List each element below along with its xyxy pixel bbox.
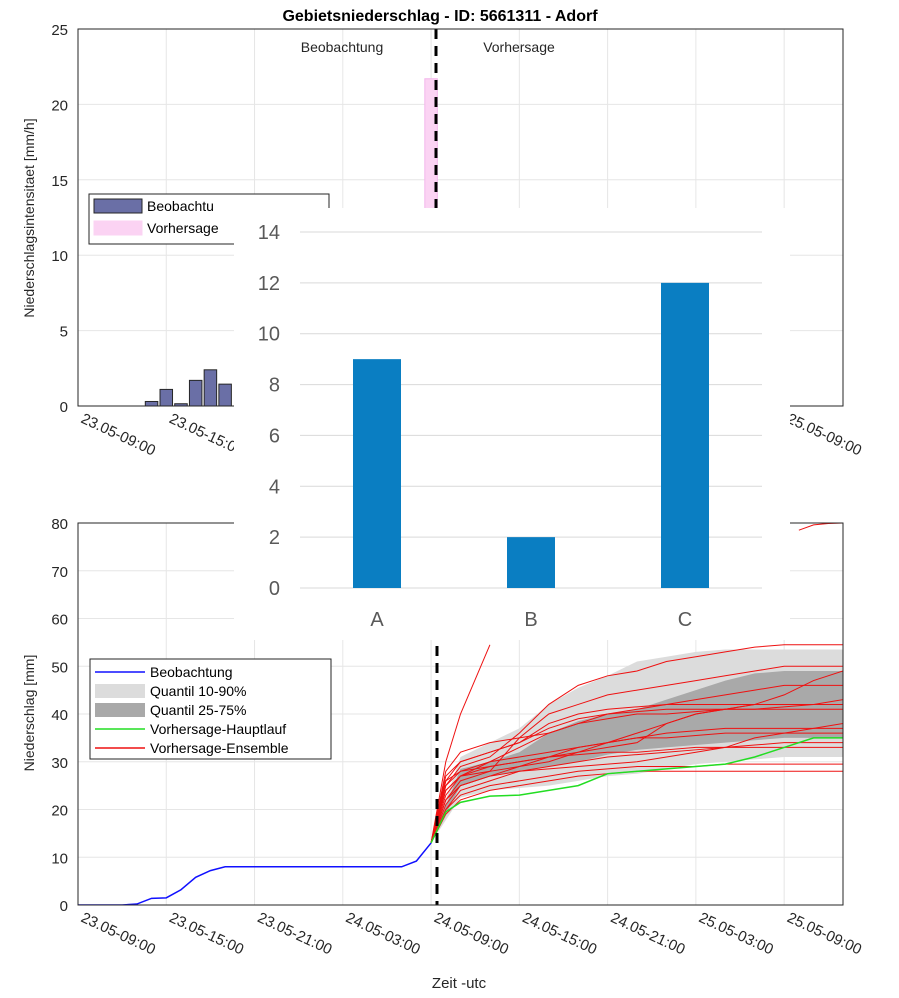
ensemble-member-line	[430, 763, 843, 844]
top-legend-swatch-forecast	[93, 220, 143, 236]
top-ytick-label: 25	[51, 22, 68, 39]
inset-ytick-label: 4	[269, 476, 280, 498]
top-ytick-label: 20	[51, 97, 68, 114]
bottom-ylabel: Niederschlag [mm]	[21, 655, 37, 772]
legend-label: Vorhersage-Ensemble	[150, 740, 289, 756]
bottom-ytick-label: 70	[51, 564, 68, 581]
inset-ytick-label: 12	[258, 273, 280, 295]
region-label-beobachtung: Beobachtung	[301, 39, 384, 55]
inset-category-label: C	[678, 609, 692, 631]
bottom-ytick-label: 10	[51, 850, 68, 867]
bottom-xtick-label: 24.05-09:00	[431, 909, 511, 958]
quantile-25-75-band	[431, 671, 843, 843]
bottom-ytick-label: 20	[51, 803, 68, 820]
legend-label: Vorhersage-Hauptlauf	[150, 721, 286, 737]
bottom-legend: Beobachtung Quantil 10-90% Quantil 25-75% V…	[89, 658, 332, 760]
bottom-xtick-label: 23.05-15:00	[167, 909, 247, 958]
bottom-ytick-label: 60	[51, 612, 68, 629]
bottom-xtick-label: 24.05-15:00	[520, 909, 600, 958]
top-ytick-label: 0	[60, 399, 68, 416]
inset-bar-A	[353, 359, 401, 588]
observed-bar	[144, 400, 159, 407]
ensemble-member-line	[430, 746, 843, 844]
ensemble-member-line	[430, 699, 843, 844]
bottom-ytick-label: 30	[51, 755, 68, 772]
bottom-ytick-label: 80	[51, 516, 68, 533]
inset-category-label: B	[524, 609, 537, 631]
ensemble-member-line	[430, 732, 843, 844]
bottom-xlabel: Zeit -utc	[432, 975, 487, 992]
ensemble-member-line	[430, 644, 843, 844]
ensemble-member-line	[430, 742, 843, 844]
top-legend-swatch-observed	[93, 198, 143, 214]
region-label-vorhersage: Vorhersage	[483, 39, 555, 55]
inset-ytick-label: 14	[258, 222, 280, 244]
top-legend-label-forecast: Vorhersage	[147, 220, 219, 236]
observed-line	[78, 842, 432, 905]
legend-label: Beobachtung	[150, 664, 233, 680]
inset-ytick-label: 8	[269, 375, 280, 397]
bottom-xtick-label: 23.05-21:00	[255, 909, 335, 958]
observed-bar	[159, 388, 174, 407]
inset-ytick-label: 10	[258, 324, 280, 346]
observed-bar	[218, 383, 232, 407]
ensemble-member-line	[798, 523, 843, 531]
top-xtick-label: 25.05-09:00	[784, 410, 864, 459]
top-xtick-label: 23.05-09:00	[78, 410, 158, 459]
inset-ytick-label: 6	[269, 425, 280, 447]
legend-label: Quantil 10-90%	[150, 683, 247, 699]
ensemble-member-line	[430, 708, 843, 844]
inset-bar-B	[507, 537, 555, 588]
top-ytick-label: 15	[51, 173, 68, 190]
top-ylabel: Niederschlagsintensitaet [mm/h]	[21, 118, 37, 317]
legend-swatch	[95, 684, 145, 698]
ensemble-member-line	[430, 665, 843, 844]
ensemble-member-line	[430, 684, 843, 844]
inset-ytick-label: 0	[269, 578, 280, 600]
bottom-xtick-label: 25.05-03:00	[696, 909, 776, 958]
bottom-xtick-label: 24.05-03:00	[343, 909, 423, 958]
observed-bar	[203, 369, 218, 407]
bottom-ytick-label: 40	[51, 707, 68, 724]
observed-bar	[188, 379, 203, 407]
bottom-xtick-label: 24.05-21:00	[608, 909, 688, 958]
legend-swatch	[95, 703, 145, 717]
ensemble-member-line	[430, 703, 843, 844]
chart-title: Gebietsniederschlag - ID: 5661311 - Ador…	[282, 8, 598, 25]
inset-bar-C	[661, 282, 709, 588]
bottom-xtick-label: 25.05-09:00	[784, 909, 864, 958]
bottom-xtick-label: 23.05-09:00	[78, 909, 158, 958]
top-legend-label-observed: Beobachtu	[147, 198, 214, 214]
top-ytick-label: 10	[51, 248, 68, 265]
bottom-ytick-label: 0	[60, 898, 68, 915]
legend-label: Quantil 25-75%	[150, 702, 247, 718]
bottom-ytick-label: 50	[51, 659, 68, 676]
inset-category-label: A	[370, 609, 384, 631]
inset-chart: 0 2 4 6 8 10 12 14 A B C	[234, 208, 790, 640]
inset-ytick-label: 2	[269, 527, 280, 549]
top-ytick-label: 5	[60, 324, 68, 341]
main-run-line	[430, 737, 843, 844]
